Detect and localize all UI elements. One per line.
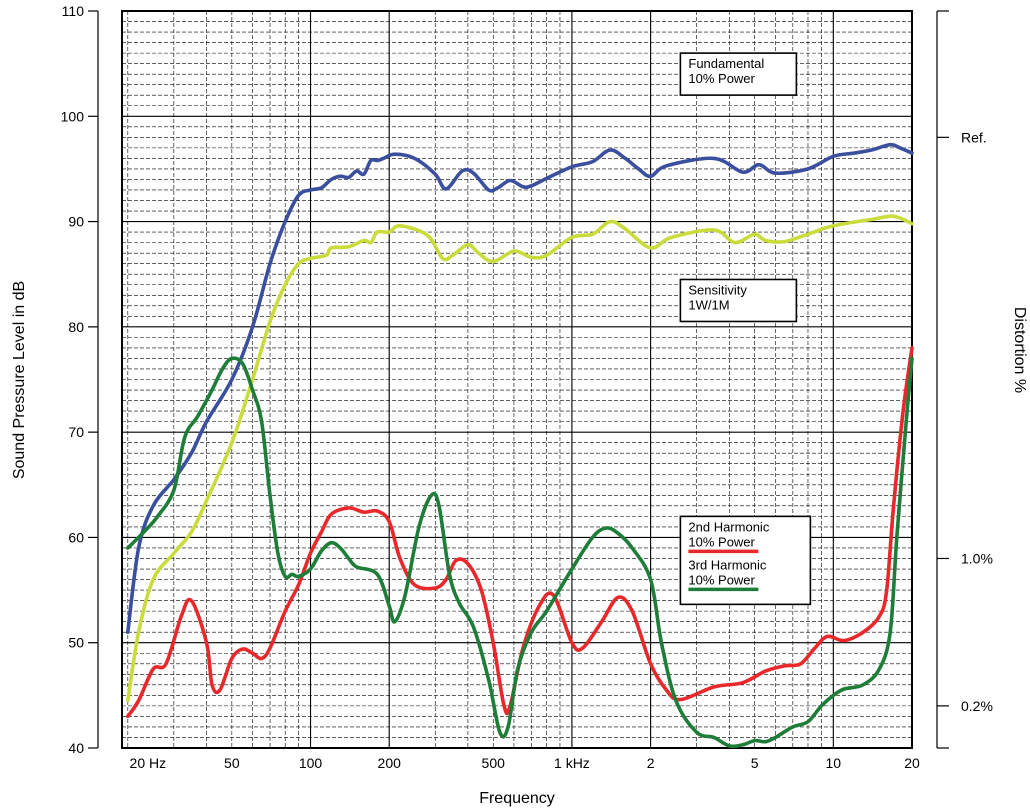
x-tick-label: 100 xyxy=(299,755,323,771)
plot-frame xyxy=(121,10,913,749)
x-axis: 20 Hz 50 100 200 500 1 kHz 2 5 10 20 xyxy=(130,755,920,771)
y-tick-label: 90 xyxy=(68,214,84,230)
y-tick-label: 40 xyxy=(68,740,84,756)
x-tick-label: 10 xyxy=(826,755,842,771)
series-line-second-harmonic xyxy=(126,346,914,719)
y-axis-title: Sound Pressure Level in dB xyxy=(11,281,28,479)
right-tick-label: 0.2% xyxy=(961,698,993,714)
y-tick-label: 80 xyxy=(68,319,84,335)
annotation-text: 10% Power xyxy=(688,572,755,587)
annotation-text: 1W/1M xyxy=(688,297,729,312)
x-tick-label: 5 xyxy=(751,755,759,771)
series-line-sensitivity xyxy=(126,214,914,703)
x-tick-label: 1 kHz xyxy=(554,755,590,771)
minor-grid xyxy=(122,11,912,748)
annotation-text: 10% Power xyxy=(688,534,755,549)
annotation-text: Sensitivity xyxy=(688,282,747,297)
y-tick-label: 70 xyxy=(68,424,84,440)
x-tick-label: 20 xyxy=(904,755,920,771)
annotation-text: 3rd Harmonic xyxy=(688,557,767,572)
right-tick-label: Ref. xyxy=(961,129,987,145)
right-axis: Ref. 1.0% 0.2% xyxy=(936,10,993,749)
series-line-fundamental xyxy=(126,142,914,634)
annotation-text: Fundamental xyxy=(688,56,764,71)
y-tick-label: 110 xyxy=(62,3,85,19)
x-tick-label: 20 Hz xyxy=(130,755,167,771)
left-axis: 40 50 60 70 80 90 100 110 xyxy=(61,3,99,756)
y2-axis-title: Distortion % xyxy=(1011,307,1028,393)
y-tick-label: 100 xyxy=(61,108,85,124)
series-layer xyxy=(126,142,914,749)
right-tick-label: 1.0% xyxy=(961,550,993,566)
x-tick-label: 500 xyxy=(482,755,506,771)
series-line-third-harmonic xyxy=(126,356,914,749)
annotation-text: 2nd Harmonic xyxy=(688,519,769,534)
x-axis-title: Frequency xyxy=(479,790,555,807)
x-tick-label: 2 xyxy=(647,755,655,771)
x-tick-label: 50 xyxy=(224,755,240,771)
y-tick-label: 60 xyxy=(68,529,84,545)
annotation-frame xyxy=(679,278,798,323)
x-tick-label: 200 xyxy=(378,755,402,771)
annotation-frame xyxy=(679,52,798,96)
y-tick-label: 50 xyxy=(68,635,84,651)
annotation-text: 10% Power xyxy=(688,71,755,86)
major-grid xyxy=(122,11,912,748)
